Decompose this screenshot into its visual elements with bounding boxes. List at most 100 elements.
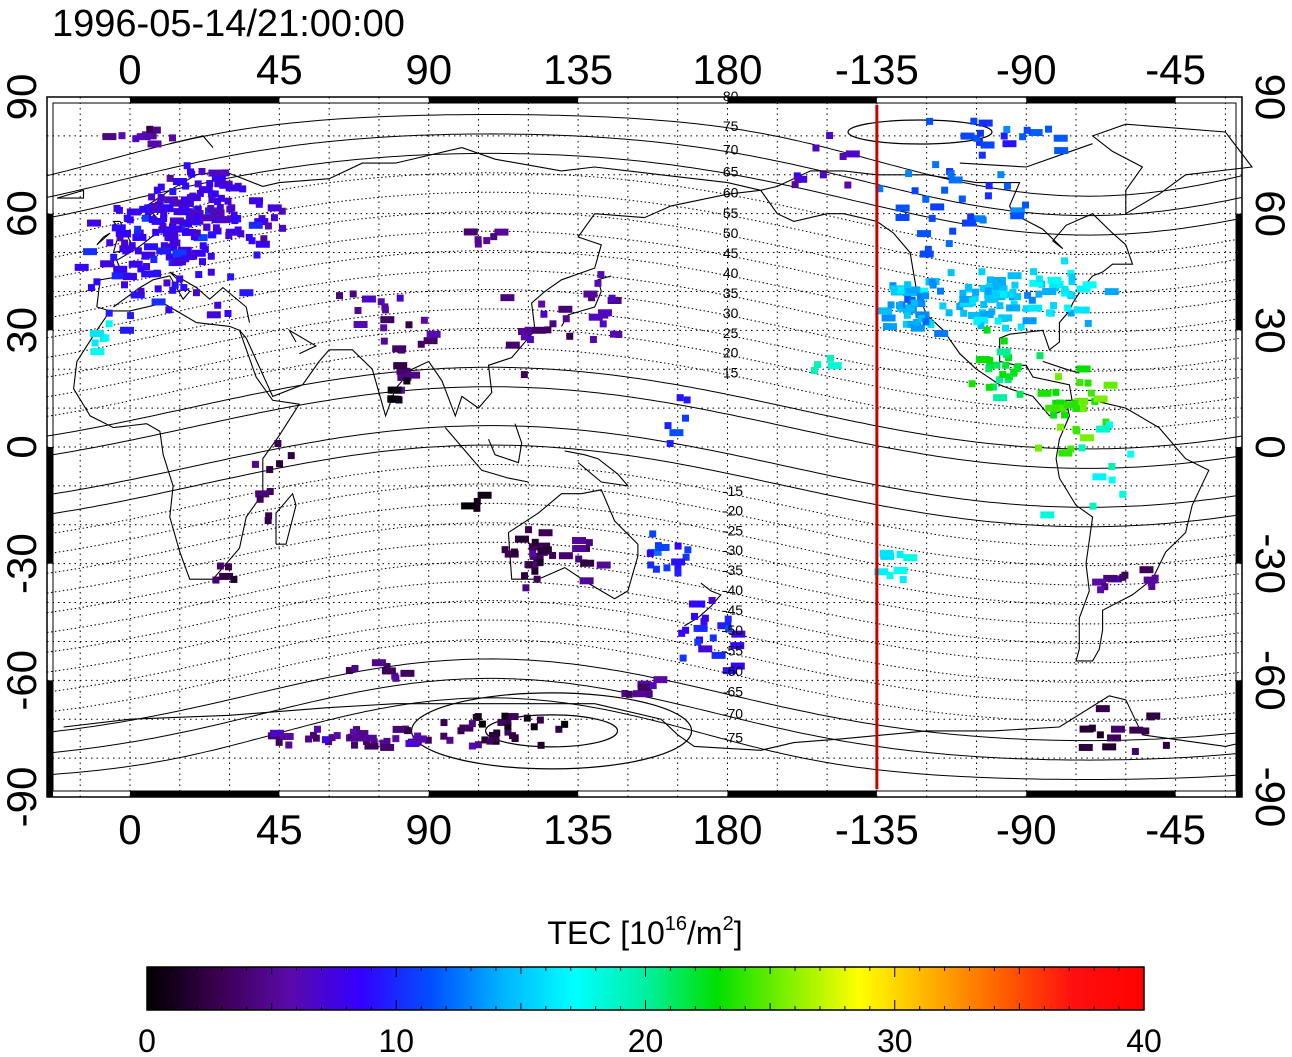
tec-cell [1010, 368, 1018, 376]
magnetic-contour [46, 327, 1243, 411]
tec-cell [674, 569, 682, 577]
tec-cell [730, 642, 745, 650]
tec-cell [144, 243, 159, 251]
tec-cell [914, 287, 929, 295]
tec-cell [417, 340, 425, 348]
tec-cell [249, 197, 264, 205]
tec-cell [152, 228, 160, 236]
tec-cell [353, 321, 368, 329]
tec-cell [1029, 279, 1044, 287]
tec-cell [354, 730, 369, 738]
tec-cell [216, 216, 231, 224]
tec-cell [328, 734, 336, 742]
tec-cell [1105, 421, 1113, 429]
tec-cell [212, 576, 220, 584]
tec-cell [1002, 324, 1010, 332]
tec-cell [1000, 291, 1015, 299]
colorbar-tick-label: 40 [1126, 1023, 1162, 1057]
tec-cell [144, 204, 152, 212]
tec-cell [1103, 381, 1118, 389]
tec-cell [1103, 574, 1118, 582]
tec-cell [632, 690, 647, 698]
tec-cell [483, 237, 491, 245]
tec-cell [128, 260, 143, 268]
tec-cell [403, 377, 411, 385]
tec-cell [440, 719, 448, 727]
tec-cell [984, 192, 992, 200]
map-plot: 8075706560555045403530252015-15-20-25-30… [46, 88, 1254, 798]
colorbar-tick-label: 0 [138, 1023, 156, 1057]
tec-cell [397, 373, 412, 381]
tec-cell [1075, 306, 1090, 314]
tec-cell [214, 198, 222, 206]
tec-cell [912, 319, 920, 327]
tec-cell [1096, 731, 1104, 739]
tec-cell [674, 542, 682, 550]
tec-cell [682, 553, 690, 561]
tec-cell [400, 669, 415, 677]
tec-cell [731, 630, 746, 638]
magnetic-lat-label: 40 [723, 265, 739, 281]
tec-cell [225, 228, 240, 236]
tec-cell [387, 395, 402, 403]
tec-cell [561, 720, 569, 728]
tec-cell [649, 682, 657, 690]
tec-cell [1139, 566, 1154, 574]
tec-cell [123, 214, 131, 222]
tec-cell [684, 546, 692, 554]
tec-cell [194, 205, 202, 213]
tec-cell [490, 233, 498, 241]
tec-cell [195, 271, 203, 279]
tec-cell [959, 295, 974, 303]
tec-cell [1146, 712, 1161, 720]
tec-cell [279, 732, 294, 740]
tec-cell [904, 281, 912, 289]
axis-labels: 0045459090135135180180-135-135-90-90-45-… [0, 46, 1292, 853]
tec-cell [538, 300, 546, 308]
tec-cell [683, 396, 691, 404]
tec-cell [474, 741, 482, 749]
tec-cell [266, 488, 274, 496]
tec-cell [1042, 288, 1057, 296]
tec-cell [932, 161, 940, 169]
tec-observations [74, 117, 1170, 756]
lon-label-top: 135 [543, 46, 613, 93]
tec-cell [536, 558, 544, 566]
tec-cell [886, 572, 894, 580]
tec-cell [947, 170, 955, 178]
tec-cell [156, 247, 171, 255]
tec-cell [1089, 502, 1097, 510]
lon-label-top: -90 [996, 46, 1057, 93]
tec-cell [910, 324, 925, 332]
tec-cell [1119, 490, 1127, 498]
tec-cell [251, 460, 259, 468]
tec-cell [594, 279, 602, 287]
magnetic-contour [46, 483, 1243, 567]
tec-cell [165, 306, 173, 314]
tec-cell [387, 386, 402, 394]
tec-cell [227, 273, 235, 281]
tec-cell [285, 741, 293, 749]
tec-cell [481, 736, 489, 744]
magnetic-lat-label: -15 [723, 483, 743, 499]
magnetic-contour [46, 697, 1243, 780]
tec-cell [224, 197, 232, 205]
magnetic-contour [46, 230, 1243, 314]
tec-cell [1022, 317, 1037, 325]
tec-cell [211, 174, 226, 182]
tec-cell [206, 180, 214, 188]
coastline [564, 450, 630, 487]
tec-cell [975, 138, 983, 146]
tec-cell [100, 260, 115, 268]
tec-cell [278, 224, 286, 232]
tec-cell [934, 330, 949, 338]
tec-cell [1147, 579, 1155, 587]
tec-cell [245, 233, 253, 241]
tec-cell [583, 290, 598, 298]
tec-cell [1108, 462, 1116, 470]
tec-cell [1092, 578, 1107, 586]
tec-cell [153, 269, 161, 277]
tec-cell [1011, 281, 1019, 289]
coastline [169, 135, 214, 148]
tec-cell [270, 729, 285, 737]
